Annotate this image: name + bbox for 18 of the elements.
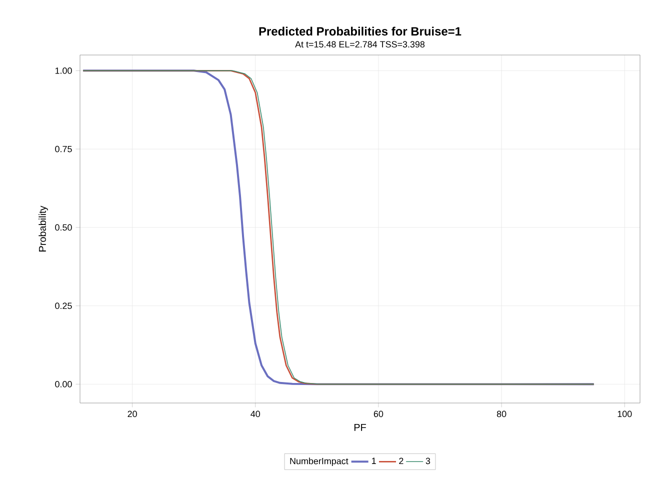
legend-label: 2 — [399, 458, 404, 464]
y-tick-label: 1.00 — [55, 67, 72, 74]
legend-title: NumberImpact — [290, 458, 348, 466]
x-axis-title: PF — [354, 424, 366, 431]
chart-subtitle: At t=15.48 EL=2.784 TSS=3.398 — [295, 41, 425, 48]
y-tick-label: 0.25 — [55, 302, 72, 309]
x-tick-label: 60 — [374, 410, 384, 418]
y-axis-title: Probability — [38, 206, 48, 252]
y-tick-label: 0.00 — [55, 381, 72, 388]
x-tick-label: 40 — [250, 410, 260, 418]
x-tick-label: 100 — [618, 410, 632, 418]
chart-title: Predicted Probabilities for Bruise=1 — [259, 26, 462, 36]
x-tick-label: 20 — [128, 410, 137, 418]
x-tick-label: 80 — [496, 410, 506, 418]
y-tick-label: 0.50 — [55, 224, 72, 231]
y-tick-label: 0.75 — [55, 146, 72, 152]
legend-label: 3 — [426, 458, 430, 464]
legend-label: 1 — [372, 458, 376, 464]
